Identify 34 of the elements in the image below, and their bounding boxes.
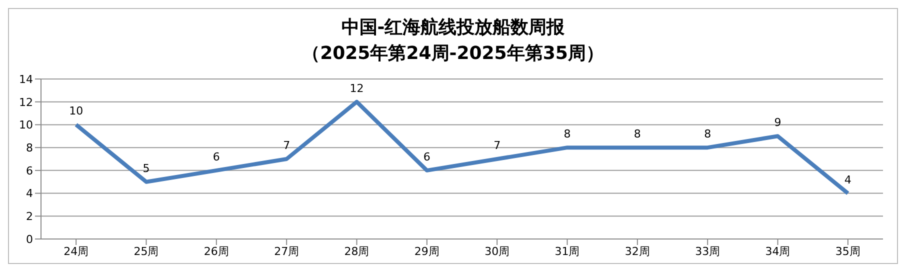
chart-title: 中国-红海航线投放船数周报: [340, 16, 566, 40]
data-label: 7: [283, 139, 290, 152]
data-label: 12: [350, 82, 364, 95]
data-label: 8: [634, 128, 641, 141]
data-label: 6: [423, 150, 430, 164]
data-label: 9: [774, 116, 782, 130]
y-tick-label: 14: [19, 72, 33, 86]
y-tick-label: 8: [26, 141, 33, 154]
x-tick-label: 33周: [695, 244, 720, 258]
x-tick-label: 27周: [274, 244, 300, 258]
data-label: 10: [69, 104, 84, 118]
x-tick-label: 24周: [64, 244, 89, 258]
data-label: 5: [142, 162, 150, 175]
y-tick-label: 4: [26, 187, 33, 200]
data-label: 8: [704, 128, 712, 141]
x-tick-label: 29周: [414, 244, 440, 258]
x-tick-label: 31周: [554, 244, 580, 258]
data-label: 8: [564, 128, 571, 141]
data-label: 7: [494, 139, 501, 152]
y-tick-label: 0: [26, 232, 33, 246]
x-tick-label: 32周: [624, 244, 650, 258]
x-tick-label: 28周: [344, 244, 370, 258]
y-tick-label: 12: [19, 96, 33, 109]
y-tick-label: 2: [26, 210, 33, 224]
y-tick-label: 6: [26, 164, 33, 178]
chart-subtitle: （2025年第24周-2025年第35周）: [301, 42, 605, 66]
data-label: 4: [844, 173, 852, 186]
x-tick-label: 34周: [765, 244, 790, 258]
x-tick-label: 25周: [134, 244, 159, 258]
x-tick-label: 30周: [484, 244, 510, 258]
x-tick-label: 26周: [204, 244, 229, 258]
data-label: 6: [212, 150, 220, 164]
x-tick-label: 35周: [835, 244, 860, 258]
y-tick-label: 10: [19, 118, 33, 132]
